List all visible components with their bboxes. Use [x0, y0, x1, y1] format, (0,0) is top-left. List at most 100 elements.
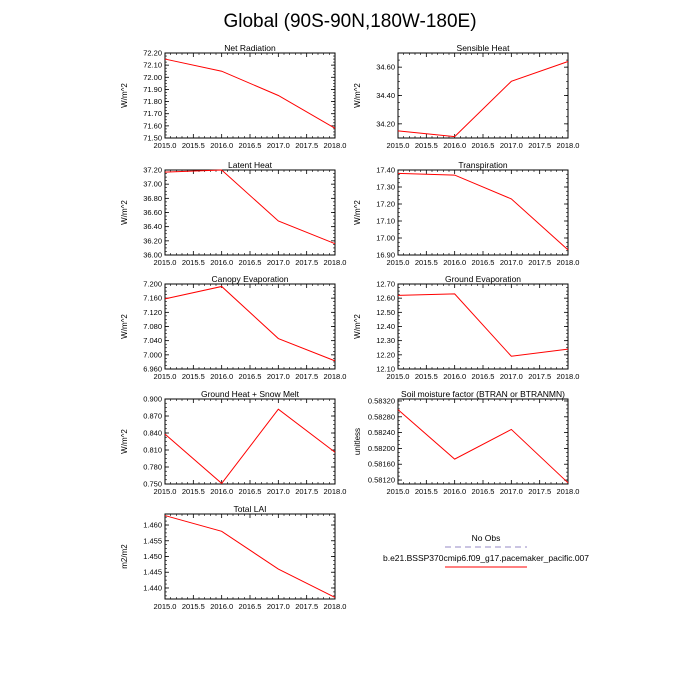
series-line-0 [397, 172, 569, 251]
x-tick-label: 2016.5 [239, 141, 262, 150]
x-tick-label: 2016.0 [210, 372, 233, 381]
y-tick-label: 12.60 [376, 294, 395, 303]
x-tick-label: 2017.5 [295, 141, 318, 150]
x-tick-label: 2017.0 [500, 258, 523, 267]
chart-panel-4: Canopy Evaporation 2015.0 2015.5 2016.0 2016… [120, 274, 346, 381]
y-tick-label: 72.10 [143, 61, 162, 70]
chart-panel-2: Latent Heat 2015.0 2015.5 2016.0 2016.5 2017.… [120, 160, 346, 267]
y-tick-label: 0.58160 [368, 460, 395, 469]
x-tick-label: 2016.0 [443, 141, 466, 150]
y-tick-label: 1.445 [143, 568, 162, 577]
x-tick-label: 2016.5 [239, 258, 262, 267]
y-tick-label: 1.450 [143, 552, 162, 561]
chart-title: Sensible Heat [457, 43, 511, 53]
x-tick-label: 2015.5 [182, 487, 205, 496]
chart-title: Net Radiation [224, 43, 276, 53]
x-tick-label: 2015.0 [387, 487, 410, 496]
x-tick-label: 2017.5 [295, 258, 318, 267]
y-tick-label: 7.160 [143, 294, 162, 303]
y-axis-label: W/m^2 [120, 314, 129, 339]
x-tick-label: 2015.5 [415, 487, 438, 496]
x-tick-label: 2017.0 [267, 487, 290, 496]
x-tick-label: 2015.0 [154, 258, 177, 267]
chart-title: Canopy Evaporation [211, 274, 288, 284]
y-axis-label: W/m^2 [353, 200, 362, 225]
y-tick-label: 0.750 [143, 480, 162, 489]
x-tick-label: 2016.5 [472, 487, 495, 496]
x-tick-label: 2015.5 [182, 141, 205, 150]
plot-frame [164, 283, 336, 370]
series-line-0 [164, 58, 336, 129]
x-tick-label: 2016.0 [443, 372, 466, 381]
y-tick-label: 16.90 [376, 251, 395, 260]
plot-frame [164, 52, 336, 139]
y-tick-label: 71.60 [143, 121, 162, 130]
y-tick-label: 17.10 [376, 217, 395, 226]
x-tick-label: 2015.5 [415, 141, 438, 150]
y-tick-label: 1.460 [143, 521, 162, 530]
chart-panel-1: Sensible Heat 2015.0 2015.5 2016.0 2016.5 201… [353, 43, 579, 150]
x-tick-label: 2017.5 [528, 141, 551, 150]
y-tick-label: 0.58120 [368, 476, 395, 485]
y-axis-label: W/m^2 [353, 83, 362, 108]
y-tick-label: 0.840 [143, 429, 162, 438]
x-tick-label: 2018.0 [324, 141, 347, 150]
y-tick-label: 17.40 [376, 166, 395, 175]
y-tick-label: 17.00 [376, 234, 395, 243]
chart-title: Ground Evaporation [445, 274, 521, 284]
y-tick-label: 7.000 [143, 350, 162, 359]
x-tick-label: 2017.5 [295, 487, 318, 496]
x-tick-label: 2017.0 [267, 602, 290, 611]
x-tick-label: 2016.5 [472, 372, 495, 381]
x-tick-label: 2017.5 [295, 372, 318, 381]
y-tick-label: 12.50 [376, 308, 395, 317]
chart-title: Ground Heat + Snow Melt [201, 389, 300, 399]
x-tick-label: 2015.0 [387, 258, 410, 267]
chart-panel-0: Net Radiation 2015.0 2015.5 2016.0 2016.5 201… [120, 43, 346, 150]
x-tick-label: 2016.5 [472, 141, 495, 150]
x-tick-label: 2015.0 [154, 602, 177, 611]
plot-frame [164, 398, 336, 485]
x-tick-label: 2015.0 [387, 372, 410, 381]
x-tick-label: 2018.0 [557, 258, 580, 267]
x-tick-label: 2016.0 [210, 487, 233, 496]
x-tick-label: 2017.0 [267, 372, 290, 381]
x-tick-label: 2017.0 [500, 487, 523, 496]
y-tick-label: 0.870 [143, 412, 162, 421]
y-tick-label: 71.90 [143, 85, 162, 94]
y-tick-label: 71.80 [143, 97, 162, 106]
plot-frame [164, 513, 336, 600]
x-tick-label: 2017.0 [500, 141, 523, 150]
series-line-0 [164, 408, 336, 485]
y-tick-label: 36.80 [143, 194, 162, 203]
chart-title: Transpiration [458, 160, 508, 170]
y-axis-label: m2/m2 [120, 544, 129, 569]
y-tick-label: 34.20 [376, 119, 395, 128]
x-tick-label: 2017.5 [295, 602, 318, 611]
x-tick-label: 2016.5 [239, 372, 262, 381]
y-tick-label: 17.20 [376, 200, 395, 209]
y-tick-label: 34.40 [376, 91, 395, 100]
y-tick-label: 0.58320 [368, 396, 395, 405]
x-tick-label: 2017.0 [267, 141, 290, 150]
y-tick-label: 6.960 [143, 365, 162, 374]
x-tick-label: 2016.0 [210, 602, 233, 611]
y-tick-label: 36.00 [143, 251, 162, 260]
x-tick-label: 2018.0 [324, 487, 347, 496]
chart-panel-8: Total LAI 2015.0 2015.5 2016.0 2016.5 2017.0 2… [120, 504, 346, 611]
y-tick-label: 36.40 [143, 222, 162, 231]
chart-panel-6: Ground Heat + Snow Melt 2015.0 2015.5 2016.… [120, 389, 346, 496]
x-tick-label: 2015.5 [182, 602, 205, 611]
series-line-0 [164, 285, 336, 362]
y-tick-label: 0.58240 [368, 428, 395, 437]
plot-frame [164, 169, 336, 256]
series-line-0 [164, 169, 336, 245]
y-tick-label: 37.00 [143, 180, 162, 189]
y-tick-label: 7.120 [143, 308, 162, 317]
chart-title: Soil moisture factor (BTRAN or BTRANMN) [401, 389, 565, 399]
series-line-0 [397, 409, 569, 484]
x-tick-label: 2017.5 [528, 258, 551, 267]
x-tick-label: 2015.5 [182, 372, 205, 381]
x-tick-label: 2016.5 [472, 258, 495, 267]
x-tick-label: 2018.0 [557, 487, 580, 496]
